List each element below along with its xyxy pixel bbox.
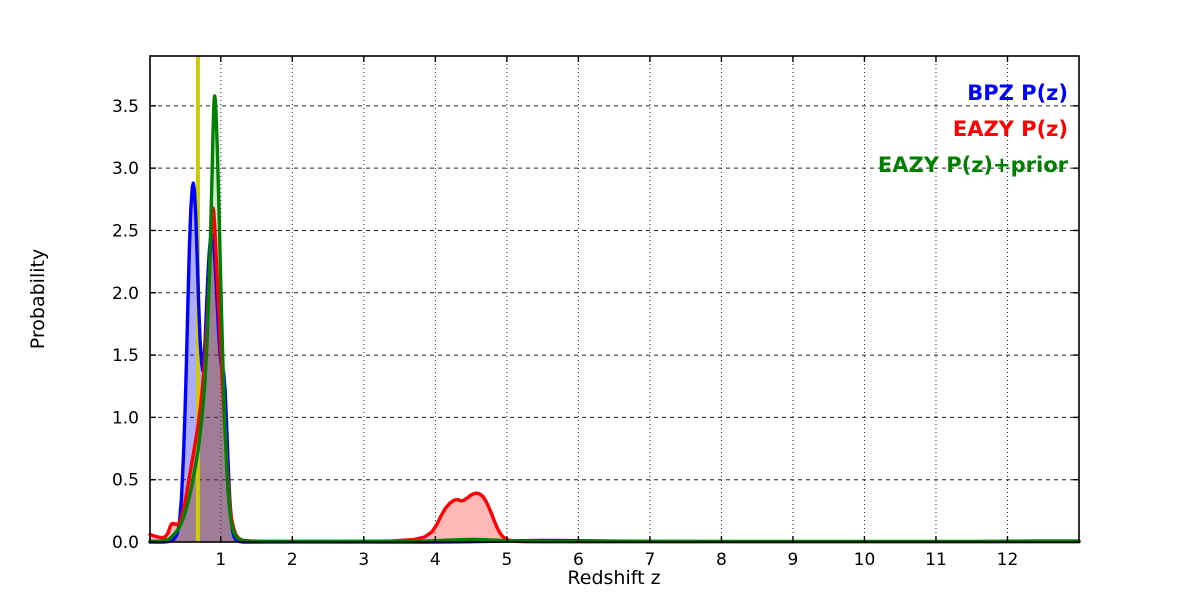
y-axis-title: Probability xyxy=(27,249,49,349)
y-tick-label: 3.0 xyxy=(112,159,139,179)
legend-entry-eazy: EAZY P(z) xyxy=(953,117,1068,141)
x-tick-label: 3 xyxy=(358,550,369,570)
x-axis-tick-labels: 1 2 3 4 5 6 7 8 9 10 11 12 xyxy=(215,550,1018,570)
y-axis-tick-labels: 0.0 0.5 1.0 1.5 2.0 2.5 3.0 3.5 xyxy=(112,97,139,553)
x-axis-ticks xyxy=(220,56,1009,542)
plot-background xyxy=(150,56,1079,542)
axes-frame xyxy=(149,55,1080,543)
x-axis-title: Redshift z xyxy=(567,567,660,589)
y-tick-label: 1.0 xyxy=(112,408,139,428)
x-tick-label: 1 xyxy=(215,550,226,570)
x-tick-label: 11 xyxy=(925,550,947,570)
y-tick-label: 2.5 xyxy=(112,221,139,241)
x-tick-label: 4 xyxy=(430,550,441,570)
x-tick-label: 5 xyxy=(501,550,512,570)
y-tick-label: 2.0 xyxy=(112,284,139,304)
legend-entry-bpz: BPZ P(z) xyxy=(967,81,1068,105)
x-tick-label: 7 xyxy=(644,550,655,570)
x-gridlines xyxy=(220,56,1008,542)
x-tick-label: 9 xyxy=(788,550,799,570)
y-gridlines xyxy=(150,105,1079,481)
y-tick-label: 0.0 xyxy=(112,533,139,553)
x-tick-label: 2 xyxy=(287,550,298,570)
series-line-2 xyxy=(148,94,1081,544)
x-tick-label: 10 xyxy=(854,550,876,570)
y-tick-label: 3.5 xyxy=(112,97,139,117)
x-tick-label: 6 xyxy=(573,550,584,570)
x-tick-label: 12 xyxy=(997,550,1019,570)
x-tick-label: 8 xyxy=(716,550,727,570)
y-tick-label: 0.5 xyxy=(112,471,139,491)
y-axis-ticks xyxy=(150,105,1079,543)
legend-entry-eazy-prior: EAZY P(z)+prior xyxy=(878,153,1069,177)
series-curves xyxy=(148,94,1081,544)
y-tick-label: 1.5 xyxy=(112,346,139,366)
chart-legend: BPZ P(z) EAZY P(z) EAZY P(z)+prior xyxy=(878,81,1069,177)
